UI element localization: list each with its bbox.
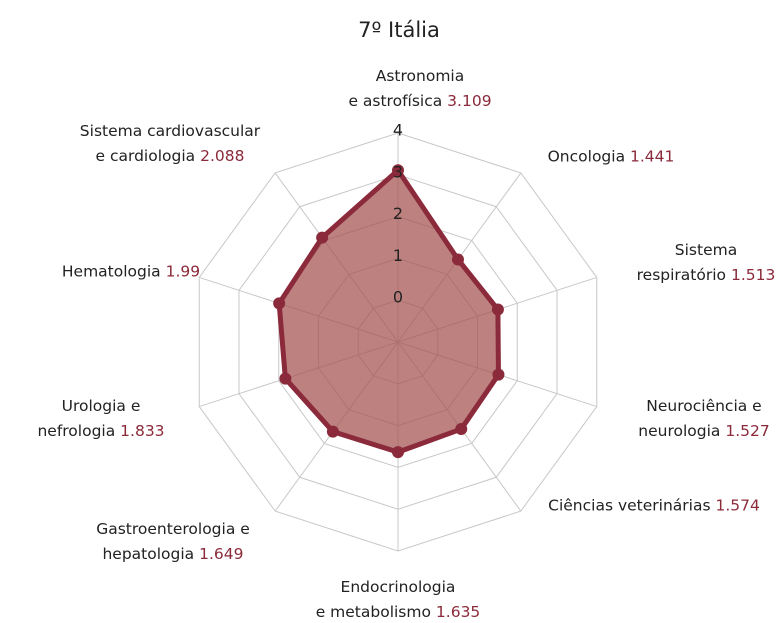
tick-label: 2	[393, 204, 403, 223]
category-label: Hematologia 1.99	[62, 260, 200, 285]
value-label: 1.574	[715, 496, 760, 515]
category-name: Endocrinologia e metabolismo	[315, 578, 456, 621]
category-name: Sistema cardiovascular e cardiologia	[79, 122, 261, 165]
category-label: Oncologia 1.441	[548, 145, 675, 170]
tick-label: 3	[393, 162, 403, 181]
category-name: Gastroenterologia e hepatologia	[96, 520, 250, 563]
category-name: Oncologia	[547, 147, 626, 166]
tick-label: 0	[393, 288, 403, 307]
tick-label: 4	[393, 121, 403, 140]
category-label: Astronomia e astrofísica 3.109	[348, 64, 491, 114]
category-name: Astronomia e astrofísica	[348, 67, 465, 110]
data-point	[392, 164, 404, 177]
category-name: Sistema respiratório	[636, 241, 738, 284]
data-point	[326, 425, 339, 438]
category-name: Urologia e nefrologia	[37, 397, 141, 440]
chart-title: 7º Itália	[358, 18, 440, 42]
category-label: Neurociência e neurologia 1.527	[638, 394, 769, 444]
value-label: 1.513	[730, 266, 776, 284]
category-name: Hematologia	[61, 262, 161, 281]
value-label: 1.635	[435, 603, 481, 621]
category-name: Neurociência e neurologia	[638, 397, 762, 440]
category-label: Sistema respiratório 1.513	[637, 238, 776, 288]
category-name: Ciências veterinárias	[548, 496, 711, 515]
category-label: Gastroenterologia e hepatologia 1.649	[96, 517, 250, 567]
value-label: 2.088	[200, 147, 245, 165]
data-point	[492, 368, 505, 381]
value-label: 1.99	[165, 262, 201, 281]
value-label: 1.833	[120, 422, 165, 440]
data-point	[451, 253, 464, 266]
value-label: 1.649	[199, 545, 244, 563]
category-label: Endocrinologia e metabolismo 1.635	[316, 575, 481, 623]
category-label: Urologia e nefrologia 1.833	[37, 394, 164, 444]
data-point	[273, 297, 286, 310]
data-point	[316, 231, 329, 244]
value-label: 1.441	[630, 147, 675, 166]
radar-area	[276, 167, 501, 455]
value-label: 1.527	[725, 422, 770, 440]
category-label: Sistema cardiovascular e cardiologia 2.0…	[80, 119, 260, 169]
data-point	[279, 372, 292, 385]
tick-label: 1	[393, 246, 403, 265]
value-label: 3.109	[447, 92, 492, 110]
data-point	[455, 423, 468, 436]
data-point	[392, 446, 404, 459]
data-point	[491, 303, 504, 316]
category-label: Ciências veterinárias 1.574	[548, 494, 760, 519]
